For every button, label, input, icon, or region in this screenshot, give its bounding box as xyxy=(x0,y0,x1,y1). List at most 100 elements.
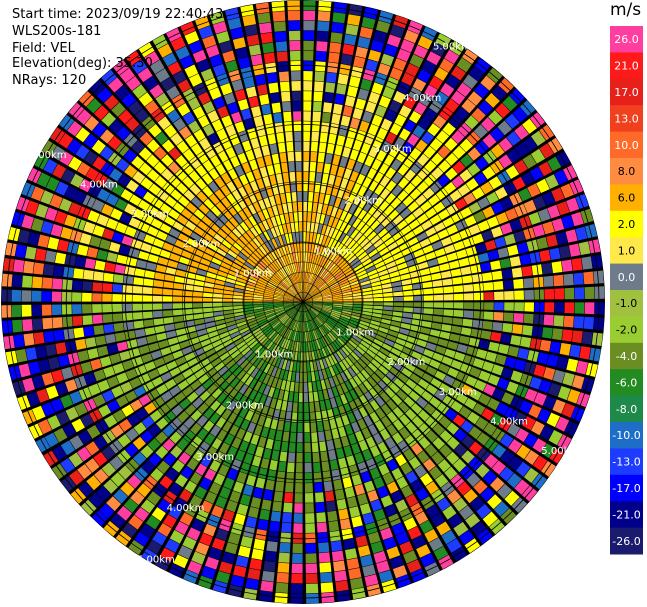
range-gate-cell xyxy=(120,381,133,394)
range-gate-cell xyxy=(346,272,357,279)
range-gate-cell xyxy=(397,373,409,383)
range-gate-cell xyxy=(129,377,142,389)
range-gate-cell xyxy=(560,183,574,199)
range-gate-cell xyxy=(288,442,296,453)
range-gate-cell xyxy=(368,91,380,104)
range-gate-cell xyxy=(301,292,303,301)
range-gate-cell xyxy=(253,487,264,499)
range-gate-cell xyxy=(555,416,570,432)
range-gate-cell xyxy=(285,292,295,298)
range-gate-cell xyxy=(211,505,224,518)
range-gate-cell xyxy=(69,390,83,405)
range-gate-cell xyxy=(287,202,293,213)
range-gate-cell xyxy=(164,323,175,332)
range-gate-cell xyxy=(453,497,468,512)
range-gate-cell xyxy=(385,437,396,449)
range-gate-cell xyxy=(374,72,387,85)
range-gate-cell xyxy=(332,293,343,297)
range-gate-cell xyxy=(279,268,287,278)
range-gate-cell xyxy=(86,247,99,258)
colorbar-segment xyxy=(610,184,643,212)
range-gate-cell xyxy=(437,229,449,240)
range-gate-cell xyxy=(315,278,323,287)
range-gate-cell xyxy=(243,183,253,195)
range-gate-cell xyxy=(239,407,249,419)
range-gate-cell xyxy=(258,320,269,327)
range-gate-cell xyxy=(245,149,255,161)
range-gate-cell xyxy=(332,103,343,115)
range-gate-cell xyxy=(505,208,518,221)
range-gate-cell xyxy=(328,317,338,324)
range-gate-cell xyxy=(375,395,385,407)
colorbar-tick-label: 0.0 xyxy=(618,271,636,284)
range-gate-cell xyxy=(381,314,392,320)
range-gate-cell xyxy=(304,302,312,306)
range-gate-cell xyxy=(265,286,276,292)
range-gate-cell xyxy=(463,192,476,205)
range-gate-cell xyxy=(227,205,237,216)
range-gate-cell xyxy=(121,235,134,246)
range-gate-cell xyxy=(321,173,329,184)
range-gate-cell xyxy=(376,560,390,573)
range-gate-cell xyxy=(476,504,492,519)
range-gate-cell xyxy=(391,522,406,536)
range-gate-cell xyxy=(324,236,331,247)
range-gate-cell xyxy=(467,147,481,161)
range-gate-cell xyxy=(243,307,254,312)
range-gate-cell xyxy=(310,308,318,316)
range-gate-cell xyxy=(284,304,294,309)
range-gate-cell xyxy=(225,278,236,284)
range-gate-cell xyxy=(203,312,214,318)
range-gate-cell xyxy=(116,341,128,352)
range-gate-cell xyxy=(308,392,314,402)
range-gate-cell xyxy=(458,406,472,419)
range-gate-cell xyxy=(233,353,244,363)
range-gate-cell xyxy=(307,272,311,283)
range-gate-cell xyxy=(452,458,467,473)
range-gate-cell xyxy=(424,528,439,543)
range-gate-cell xyxy=(318,0,332,12)
range-gate-cell xyxy=(234,89,247,101)
range-gate-cell xyxy=(117,434,131,448)
range-gate-cell xyxy=(313,91,323,102)
range-gate-cell xyxy=(79,232,92,245)
range-gate-cell xyxy=(382,86,395,99)
range-gate-cell xyxy=(462,318,473,327)
range-gate-cell xyxy=(202,363,214,373)
range-gate-cell xyxy=(411,351,423,360)
range-gate-cell xyxy=(328,263,336,272)
range-gate-cell xyxy=(203,407,215,419)
range-gate-cell xyxy=(340,178,349,189)
range-gate-cell xyxy=(423,348,435,358)
range-gate-cell xyxy=(304,422,310,433)
range-gate-cell xyxy=(306,262,309,273)
range-gate-cell xyxy=(220,261,231,270)
range-gate-cell xyxy=(195,242,207,252)
range-gate-cell xyxy=(547,204,561,219)
range-gate-cell xyxy=(424,562,440,577)
range-gate-cell xyxy=(146,154,160,168)
range-gate-cell xyxy=(403,550,418,564)
range-gate-cell xyxy=(431,489,445,503)
range-gate-cell xyxy=(104,262,116,273)
range-gate-cell xyxy=(455,198,468,210)
range-gate-cell xyxy=(519,400,533,414)
range-gate-cell xyxy=(136,337,148,347)
range-gate-cell xyxy=(269,521,280,532)
range-gate-cell xyxy=(408,87,422,101)
range-gate-cell xyxy=(68,102,84,119)
range-gate-cell xyxy=(329,418,337,430)
range-gate-cell xyxy=(238,344,249,353)
range-gate-cell xyxy=(372,208,383,219)
range-gate-cell xyxy=(349,117,360,130)
range-gate-cell xyxy=(112,303,122,312)
range-gate-cell xyxy=(260,580,274,592)
range-gate-cell xyxy=(304,299,313,302)
range-gate-cell xyxy=(290,222,295,233)
range-gate-cell xyxy=(347,354,357,364)
range-gate-cell xyxy=(209,459,221,472)
range-gate-cell xyxy=(458,257,470,267)
range-gate-cell xyxy=(351,474,362,486)
range-gate-cell xyxy=(270,216,278,227)
range-gate-cell xyxy=(132,451,147,466)
